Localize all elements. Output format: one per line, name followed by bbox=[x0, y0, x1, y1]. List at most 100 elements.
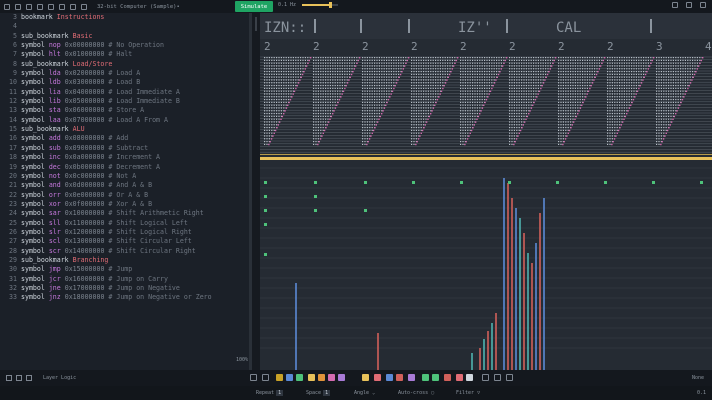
buffer-tool-icon[interactable] bbox=[308, 374, 315, 381]
node-tool-icon[interactable] bbox=[286, 374, 293, 381]
code-line[interactable]: 31 symbol jcr 0x16000000 # Jump on Carry bbox=[0, 275, 252, 284]
code-line[interactable]: 5 sub_bookmark Basic bbox=[0, 32, 252, 41]
code-line[interactable]: 12 symbol lib 0x05000000 # Load Immediate… bbox=[0, 97, 252, 106]
code-line[interactable]: 6 symbol nop 0x00000000 # No Operation bbox=[0, 41, 252, 50]
layer-label[interactable]: Layer Logic bbox=[43, 375, 77, 381]
random-tool-icon[interactable] bbox=[408, 374, 415, 381]
save-icon[interactable] bbox=[37, 3, 43, 10]
decoder-cell bbox=[334, 96, 336, 98]
code-line[interactable]: 27 symbol scl 0x13000000 # Shift Circular… bbox=[0, 237, 252, 246]
code-line[interactable]: 28 symbol scr 0x14000000 # Shift Circular… bbox=[0, 247, 252, 256]
decoder-cell bbox=[339, 93, 341, 95]
code-line[interactable]: 24 symbol sar 0x10000000 # Shift Arithmet… bbox=[0, 209, 252, 218]
mesh-tool-icon[interactable] bbox=[444, 374, 451, 381]
autocross-option[interactable]: Auto-cross ▢ bbox=[398, 390, 435, 396]
code-line[interactable]: 23 symbol xor 0x0f000000 # Xor A & B bbox=[0, 200, 252, 209]
code-line[interactable]: 9 symbol lda 0x02000000 # Load A bbox=[0, 69, 252, 78]
xor-tool-icon[interactable] bbox=[338, 374, 345, 381]
flipflop-tool-icon[interactable] bbox=[374, 374, 381, 381]
pointer-tool-icon[interactable] bbox=[250, 374, 257, 381]
editor-scrollbar[interactable] bbox=[249, 13, 252, 370]
code-line[interactable]: 29 sub_bookmark Branching bbox=[0, 256, 252, 265]
repeat-option[interactable]: Repeat 1 bbox=[256, 390, 284, 396]
text-tool-icon[interactable] bbox=[422, 374, 429, 381]
code-line[interactable]: 30 symbol jmp 0x15000000 # Jump bbox=[0, 265, 252, 274]
grid-tool-icon[interactable] bbox=[482, 374, 489, 381]
code-line[interactable]: 17 symbol sub 0x09000000 # Subtract bbox=[0, 144, 252, 153]
code-line[interactable]: 32 symbol jne 0x17000000 # Jump on Negati… bbox=[0, 284, 252, 293]
code-line[interactable]: 22 symbol orr 0x0e000000 # Or A & B bbox=[0, 191, 252, 200]
new-file-icon[interactable] bbox=[15, 3, 21, 10]
code-line[interactable]: 33 symbol jnz 0x18000000 # Jump on Negati… bbox=[0, 293, 252, 302]
close-icon[interactable] bbox=[700, 2, 706, 8]
speed-slider[interactable] bbox=[302, 2, 339, 8]
code-line[interactable]: 7 symbol hlt 0x01000000 # Halt bbox=[0, 50, 252, 59]
code-line[interactable]: 21 symbol and 0x0d000000 # And A & B bbox=[0, 181, 252, 190]
bundle-tool-icon[interactable] bbox=[456, 374, 463, 381]
comment-tool-icon[interactable] bbox=[506, 374, 513, 381]
code-line[interactable]: 4 bbox=[0, 22, 252, 31]
label-tool-icon[interactable] bbox=[466, 374, 473, 381]
speed-slider-knob[interactable] bbox=[329, 2, 333, 8]
space-option[interactable]: Space 1 bbox=[306, 390, 331, 396]
code-line[interactable]: 16 symbol add 0x08000000 # Add bbox=[0, 134, 252, 143]
help-icon[interactable] bbox=[81, 3, 87, 10]
code-editor[interactable]: 3 bookmark Instructions 4 5 sub_bookmark Bas… bbox=[0, 13, 252, 370]
decoder-output bbox=[402, 68, 404, 70]
decoder-cell bbox=[513, 110, 515, 112]
undo-icon[interactable] bbox=[48, 3, 54, 10]
wire-tool-icon[interactable] bbox=[276, 374, 283, 381]
code-line[interactable]: 3 bookmark Instructions bbox=[0, 13, 252, 22]
decoder-cell bbox=[680, 96, 682, 98]
code-line[interactable]: 14 symbol laa 0x07000000 # Load A From A bbox=[0, 116, 252, 125]
latch-tool-icon[interactable] bbox=[362, 374, 369, 381]
decoder-cell bbox=[400, 57, 402, 59]
decoder-cell bbox=[464, 96, 466, 98]
layers-icon[interactable] bbox=[6, 375, 12, 381]
box-icon[interactable] bbox=[26, 375, 32, 381]
decoder-output bbox=[643, 76, 645, 78]
decoder-cell bbox=[362, 79, 364, 81]
decoder-cell bbox=[572, 79, 574, 81]
code-line[interactable]: 11 symbol lia 0x04000000 # Load Immediate… bbox=[0, 88, 252, 97]
gate-tool-icon[interactable] bbox=[296, 374, 303, 381]
led-tool-icon[interactable] bbox=[396, 374, 403, 381]
decoder-cell bbox=[518, 110, 520, 112]
space-value[interactable]: 1 bbox=[323, 390, 331, 396]
clock-tool-icon[interactable] bbox=[386, 374, 393, 381]
or-tool-icon[interactable] bbox=[328, 374, 335, 381]
decoder-cell bbox=[366, 85, 368, 87]
decoder-cell bbox=[619, 90, 621, 92]
code-line[interactable]: 10 symbol ldb 0x03000000 # Load B bbox=[0, 78, 252, 87]
pan-tool-icon[interactable] bbox=[262, 374, 269, 381]
menu-icon[interactable] bbox=[4, 3, 10, 10]
code-line[interactable]: 15 sub_bookmark ALU bbox=[0, 125, 252, 134]
circuit-canvas[interactable]: IZN::IZ''CAL22222222342 bbox=[260, 13, 712, 370]
code-line[interactable]: 26 symbol slr 0x12000000 # Shift Logical … bbox=[0, 228, 252, 237]
grid-icon[interactable] bbox=[672, 2, 678, 8]
and-tool-icon[interactable] bbox=[318, 374, 325, 381]
angle-option[interactable]: Angle ⌄ bbox=[354, 390, 376, 396]
code-line[interactable]: 19 symbol dec 0x0b000000 # Decrement A bbox=[0, 163, 252, 172]
repeat-value[interactable]: 1 bbox=[276, 390, 284, 396]
decoder-cell bbox=[491, 85, 493, 87]
annotation-tool-icon[interactable] bbox=[432, 374, 439, 381]
decoder-cell bbox=[325, 65, 327, 67]
code-line[interactable]: 13 symbol sta 0x06000000 # Store A bbox=[0, 106, 252, 115]
list-icon[interactable] bbox=[16, 375, 22, 381]
code-line[interactable]: 8 sub_bookmark Load/Store bbox=[0, 60, 252, 69]
code-line[interactable]: 25 symbol sll 0x11000000 # Shift Logical … bbox=[0, 219, 252, 228]
code-line[interactable]: 20 symbol not 0x0c000000 # Not A bbox=[0, 172, 252, 181]
measure-tool-icon[interactable] bbox=[494, 374, 501, 381]
redo-icon[interactable] bbox=[59, 3, 65, 10]
splitter-grip[interactable] bbox=[255, 17, 257, 31]
panel-splitter[interactable] bbox=[252, 13, 260, 370]
decoder-output bbox=[333, 110, 335, 112]
settings-icon[interactable] bbox=[70, 3, 76, 10]
filter-option[interactable]: Filter ▽ bbox=[456, 390, 481, 396]
fullscreen-icon[interactable] bbox=[686, 2, 692, 8]
simulate-button[interactable]: Simulate bbox=[235, 1, 273, 12]
decoder-cell bbox=[516, 59, 518, 61]
code-line[interactable]: 18 symbol inc 0x0a000000 # Increment A bbox=[0, 153, 252, 162]
open-icon[interactable] bbox=[26, 3, 32, 10]
